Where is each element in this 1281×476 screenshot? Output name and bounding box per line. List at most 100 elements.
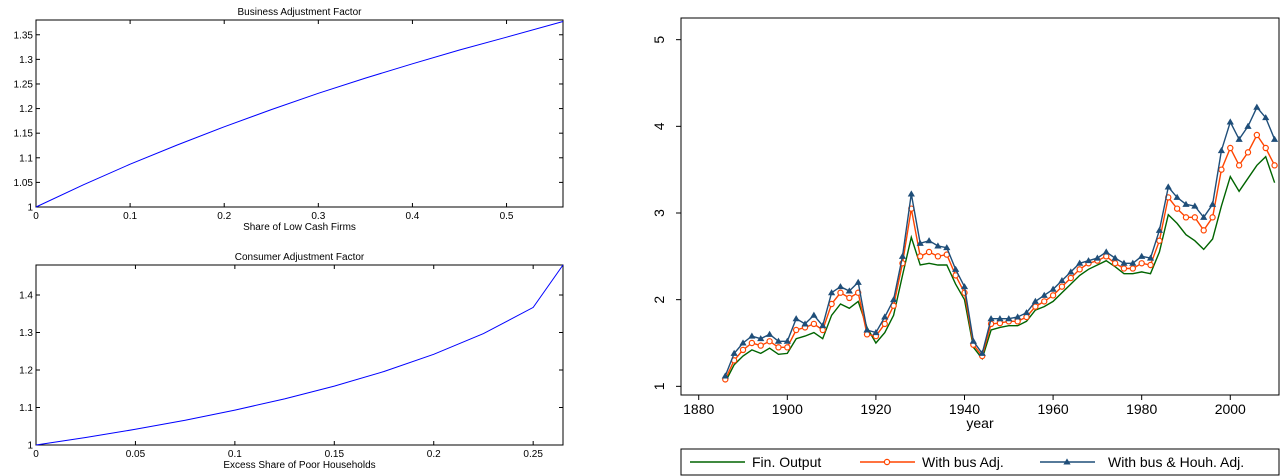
chart-title: Consumer Adjustment Factor (235, 252, 365, 263)
data-point (1208, 200, 1217, 207)
data-point (1040, 291, 1048, 298)
x-axis-label: Excess Share of Poor Households (223, 460, 375, 471)
y-tick-label: 1.25 (14, 79, 34, 90)
data-point (1262, 144, 1269, 152)
data-point (1076, 259, 1084, 266)
x-tick-label: 0.1 (123, 211, 137, 222)
data-point (863, 326, 871, 333)
data-point (1253, 131, 1261, 139)
data-point (1067, 268, 1075, 275)
data-point (943, 244, 951, 251)
y-tick-label: 1.05 (14, 178, 34, 189)
data-point (1138, 252, 1146, 259)
data-point (960, 283, 969, 290)
data-point (1182, 200, 1190, 207)
data-point (837, 289, 844, 296)
data-point (898, 252, 907, 259)
series-line-0 (724, 155, 1276, 383)
data-point (1262, 114, 1270, 121)
data-point (828, 289, 836, 296)
data-point (881, 320, 888, 328)
plot-frame (35, 264, 564, 446)
data-point (801, 320, 809, 327)
data-point (1209, 214, 1216, 221)
y-tick-label: 5 (651, 36, 667, 44)
data-point (1014, 313, 1022, 320)
x-tick-label: 0.25 (523, 449, 543, 460)
data-point (721, 372, 729, 379)
data-point (1076, 266, 1083, 273)
data-point (987, 315, 995, 322)
y-tick-label: 1.2 (19, 104, 33, 115)
data-point (1235, 135, 1243, 142)
data-point (766, 338, 773, 345)
legend-frame (680, 448, 1280, 476)
data-point (757, 335, 765, 342)
plot-frame (35, 19, 564, 208)
data-point (952, 265, 960, 272)
x-tick-label: 1900 (772, 401, 803, 417)
y-tick-label: 1.1 (19, 403, 33, 414)
x-tick-label: 0.4 (405, 211, 419, 222)
data-point (775, 344, 782, 351)
data-point (810, 311, 818, 318)
data-point (925, 248, 933, 256)
data-point (1146, 254, 1155, 261)
y-tick-label: 1 (27, 441, 33, 452)
data-point (1173, 205, 1181, 212)
data-point (872, 329, 880, 336)
data-point (1049, 292, 1057, 299)
panel-financial-output: 1880 1900 1920 1940 1960 1980 2000 1 2 3 4 5 year Fin… (651, 17, 1280, 476)
data-point (792, 315, 800, 322)
x-tick-label: 1980 (1126, 401, 1157, 417)
data-point (1147, 261, 1154, 269)
data-point (1191, 214, 1199, 221)
data-point (730, 349, 738, 356)
legend-marker-triangle (1063, 458, 1071, 465)
data-point (819, 322, 827, 329)
y-tick-label: 1.3 (19, 328, 33, 339)
panel-business: Business Adjustment Factor 0 0.1 0.2 0.3 0.4 0… (14, 7, 564, 233)
data-point (1155, 226, 1163, 233)
data-point (934, 242, 942, 249)
data-point (1253, 103, 1261, 110)
data-point (1164, 183, 1172, 190)
data-point (1227, 144, 1234, 152)
x-tick-label: 0 (33, 449, 39, 460)
x-tick-label: 1920 (860, 401, 891, 417)
plot-frame (680, 17, 1280, 396)
series-line (35, 264, 564, 446)
series-line (35, 21, 564, 208)
data-point (828, 300, 835, 308)
legend: Fin. Output With bus Adj. With bus & Houh.… (680, 448, 1280, 476)
data-point (845, 287, 853, 294)
data-point (1120, 265, 1128, 272)
data-point (917, 253, 924, 260)
x-tick-label: 0.2 (217, 211, 231, 222)
data-point (890, 296, 898, 303)
data-point (1271, 162, 1278, 169)
data-point (748, 332, 756, 339)
data-point (1005, 315, 1013, 322)
data-point (1067, 274, 1075, 282)
data-point (1058, 277, 1066, 284)
legend-label-0: Fin. Output (752, 454, 821, 470)
data-point (1182, 214, 1190, 221)
data-point (1049, 285, 1057, 292)
panel-consumer: Consumer Adjustment Factor 0 0.05 0.1 0.15 0.… (19, 252, 564, 471)
x-tick-label: 1960 (1038, 401, 1069, 417)
x-tick-label: 0.1 (228, 449, 242, 460)
data-point (1058, 283, 1066, 290)
data-point (1200, 227, 1207, 234)
y-tick-label: 1.2 (19, 366, 33, 377)
x-tick-label: 1880 (683, 401, 714, 417)
data-point (792, 326, 800, 334)
data-point (1218, 166, 1225, 173)
y-tick-label: 3 (651, 209, 667, 217)
data-point (748, 339, 756, 347)
data-point (1031, 297, 1039, 304)
data-point (1156, 237, 1163, 244)
data-point (1129, 265, 1137, 272)
data-point (1244, 122, 1252, 129)
data-point (1173, 193, 1181, 200)
